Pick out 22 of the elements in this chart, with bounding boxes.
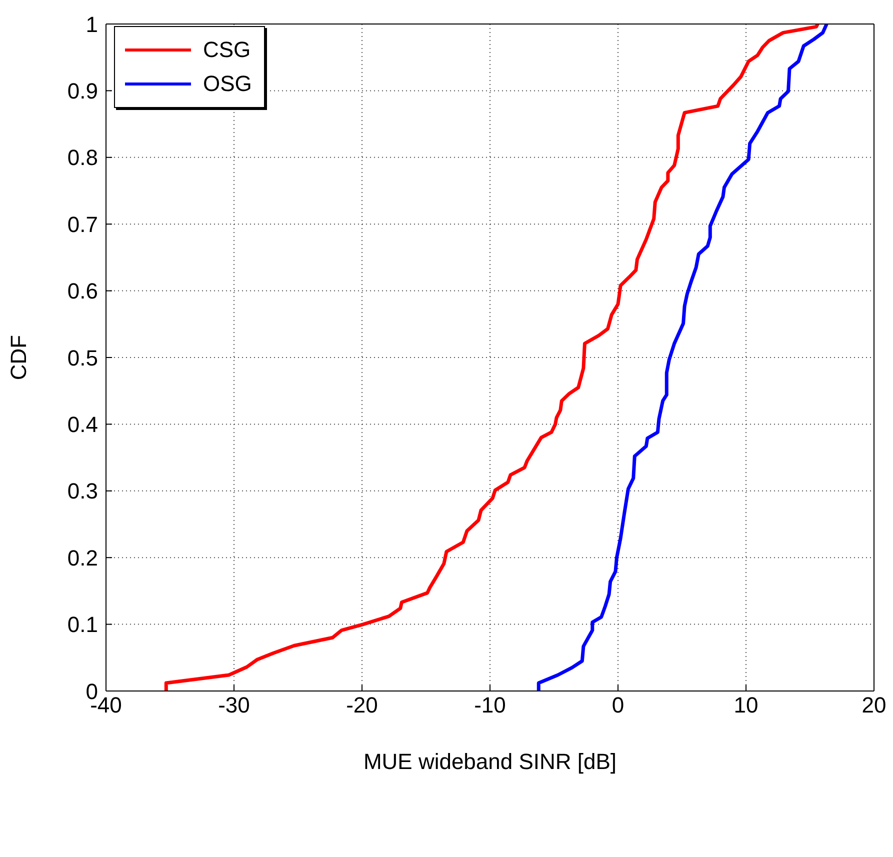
- y-tick-label: 0.4: [67, 412, 98, 438]
- line-series: [536, 24, 828, 691]
- x-axis-title: MUE wideband SINR [dB]: [363, 749, 617, 774]
- legend-label: CSG: [203, 37, 251, 63]
- line-series: [164, 24, 820, 691]
- x-tick-label: 0: [612, 692, 624, 718]
- x-tick-label: -30: [218, 692, 250, 718]
- y-tick-label: 0.8: [67, 145, 98, 170]
- y-tick-label: 0.9: [67, 78, 98, 104]
- y-tick-label: 0.2: [67, 545, 98, 570]
- x-tick-label: 10: [734, 692, 758, 718]
- x-tick-label: -10: [474, 692, 506, 718]
- x-tick-label: 20: [862, 692, 886, 718]
- y-tick-label: 0.3: [67, 478, 98, 504]
- y-axis-title: CDF: [6, 334, 31, 380]
- y-tick-label: 0.6: [67, 278, 98, 304]
- x-tick-label: -20: [346, 692, 378, 718]
- y-tick-label: 0.1: [67, 612, 98, 638]
- legend-label: OSG: [203, 71, 252, 97]
- y-tick-label: 1: [86, 12, 98, 37]
- y-tick-label: 0.5: [67, 345, 98, 370]
- y-tick-label: 0.7: [67, 212, 98, 237]
